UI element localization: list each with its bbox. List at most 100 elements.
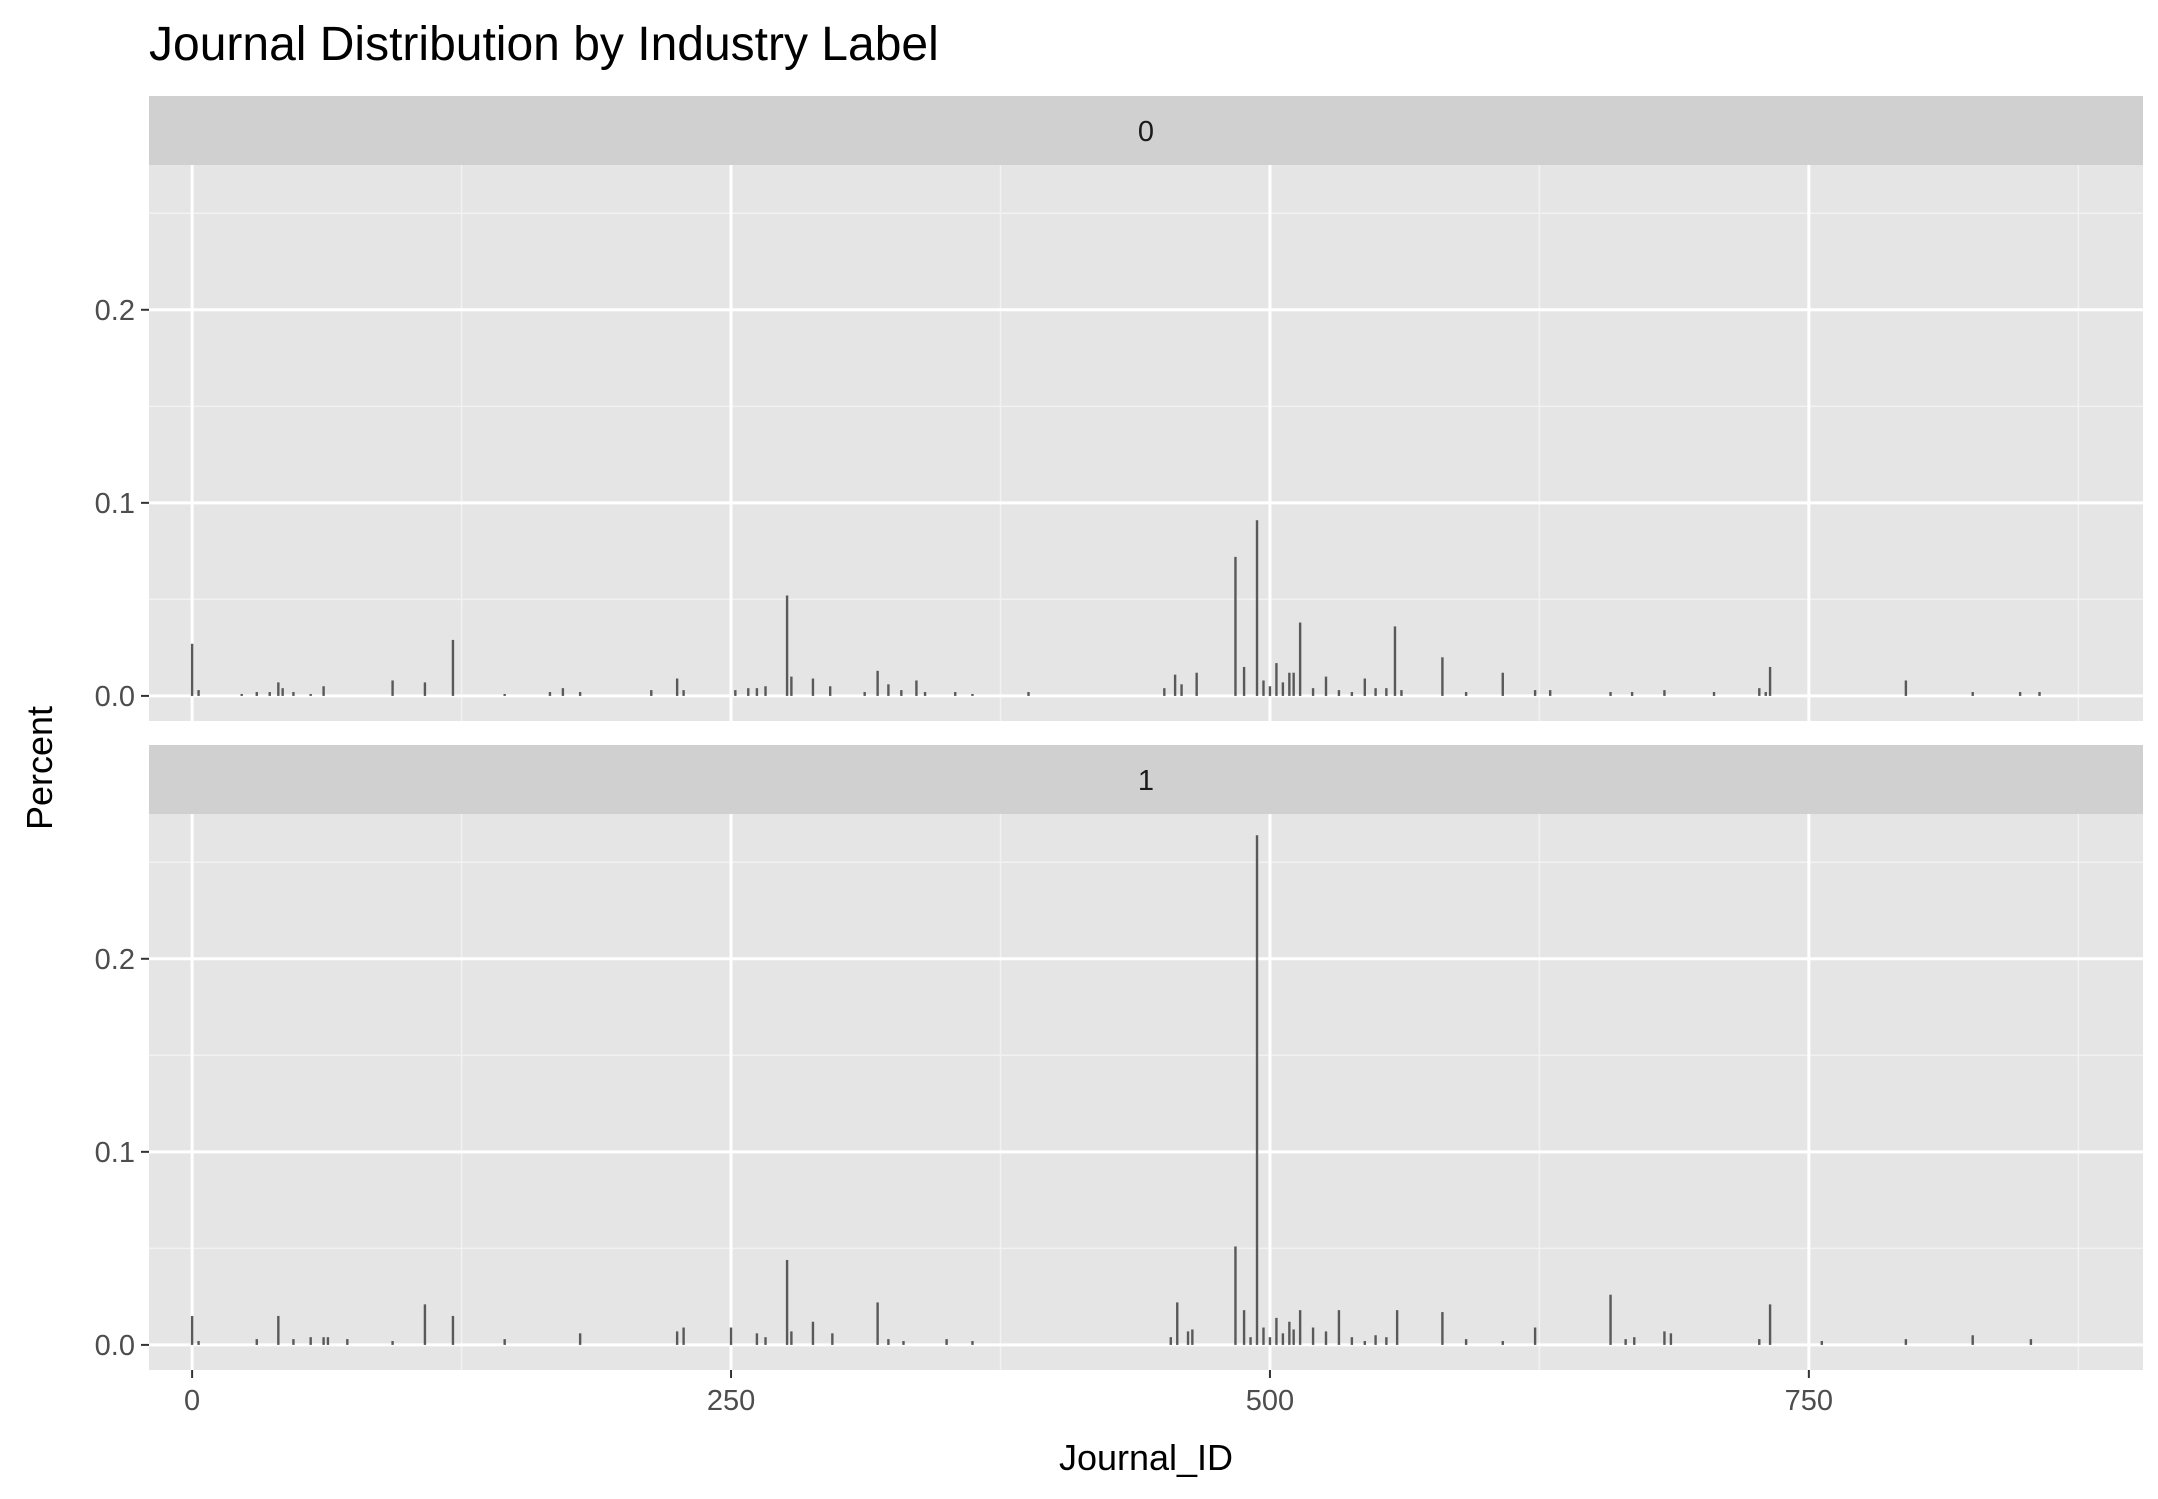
bar-facet0-journal-683	[1663, 690, 1666, 696]
bar-facet1-journal-180	[578, 1333, 582, 1345]
bar-facet1-journal-853	[2029, 1339, 2033, 1345]
bar-facet0-journal-121	[451, 639, 455, 696]
bar-facet0-journal-544	[1363, 678, 1367, 696]
facet-strip-0	[149, 96, 2143, 165]
bar-facet1-journal-350	[945, 1339, 948, 1345]
bar-facet0-journal-329	[900, 690, 903, 696]
bar-facet0-journal-36	[268, 692, 271, 696]
bar-facet1-journal-93	[391, 1341, 394, 1345]
facet-strip-1	[149, 745, 2143, 814]
bar-facet1-journal-559	[1395, 1310, 1399, 1345]
bar-facet0-journal-3	[197, 690, 200, 696]
y-tick-label: 0.0	[95, 1330, 135, 1362]
bar-facet0-journal-262	[755, 688, 759, 696]
bar-facet0-journal-857	[2038, 692, 2041, 696]
bar-facet0-journal-488	[1242, 666, 1246, 696]
bar-facet0-journal-500	[1268, 686, 1272, 696]
bar-facet0-journal-730	[1764, 692, 1767, 696]
bar-facet0-journal-706	[1712, 692, 1716, 696]
bar-facet0-journal-340	[923, 692, 927, 696]
bar-facet1-journal-454	[1169, 1337, 1172, 1345]
bar-facet1-journal-40	[277, 1315, 280, 1345]
bar-facet0-journal-323	[887, 684, 890, 696]
x-tick-label: 500	[1246, 1385, 1294, 1417]
bar-facet0-journal-0	[190, 643, 194, 696]
gridlines-0	[149, 165, 2143, 721]
bar-facet0-journal-451	[1163, 688, 1166, 696]
bars-1	[190, 835, 2033, 1345]
bar-facet1-journal-266	[764, 1337, 767, 1345]
bar-facet1-journal-276	[785, 1259, 789, 1345]
bar-facet0-journal-362	[971, 693, 974, 696]
facet-strip-label-1: 1	[1138, 765, 1154, 797]
facet-strip-label-0: 0	[1138, 116, 1154, 148]
bar-facet0-journal-296	[828, 686, 832, 696]
bar-facet1-journal-318	[876, 1302, 879, 1345]
bar-facet0-journal-623	[1533, 690, 1537, 696]
bar-facet1-journal-665	[1624, 1339, 1627, 1345]
bar-facet0-journal-795	[1904, 680, 1908, 696]
bar-facet0-journal-93	[391, 680, 394, 696]
bar-facet0-journal-252	[734, 690, 737, 696]
chart-title: Journal Distribution by Industry Label	[149, 18, 939, 71]
bar-facet0-journal-538	[1350, 692, 1354, 696]
bar-facet1-journal-362	[971, 1341, 974, 1345]
bar-facet1-journal-497	[1262, 1327, 1265, 1345]
panel-background-0	[149, 165, 2143, 721]
bar-facet1-journal-72	[346, 1339, 349, 1345]
bar-facet1-journal-262	[755, 1333, 759, 1345]
bar-facet1-journal-297	[831, 1333, 834, 1345]
bar-facet1-journal-826	[1971, 1335, 1974, 1345]
bar-facet0-journal-336	[915, 680, 918, 696]
bar-facet1-journal-145	[503, 1339, 506, 1345]
bar-facet0-journal-145	[503, 693, 506, 696]
bar-facet1-journal-544	[1363, 1341, 1367, 1345]
bar-facet0-journal-166	[548, 692, 552, 696]
y-tick-label: 0.1	[95, 1137, 135, 1169]
bar-facet0-journal-225	[675, 678, 679, 696]
bar-facet1-journal-795	[1904, 1339, 1908, 1345]
y-axis-title: Percent	[19, 706, 60, 830]
bar-facet1-journal-250	[729, 1327, 733, 1345]
bar-facet1-journal-462	[1186, 1331, 1190, 1345]
bar-facet1-journal-63	[326, 1337, 330, 1345]
bar-facet0-journal-23	[240, 693, 243, 696]
bar-facet0-journal-630	[1548, 690, 1552, 696]
bar-facet1-journal-457	[1176, 1302, 1179, 1345]
bar-facet0-journal-503	[1275, 663, 1278, 696]
bar-facet0-journal-108	[423, 682, 427, 696]
bar-facet1-journal-506	[1281, 1333, 1285, 1345]
bar-facet1-journal-503	[1275, 1317, 1278, 1345]
bar-facet0-journal-727	[1758, 688, 1761, 696]
bar-facet0-journal-180	[578, 692, 582, 696]
bar-facet0-journal-318	[876, 670, 879, 696]
bar-facet0-journal-506	[1281, 682, 1285, 696]
bar-facet1-journal-658	[1609, 1294, 1612, 1345]
bar-facet0-journal-278	[790, 676, 793, 696]
bar-facet1-journal-108	[423, 1304, 427, 1345]
bar-facet1-journal-464	[1191, 1329, 1194, 1345]
bar-facet1-journal-121	[451, 1315, 455, 1345]
y-tick-label: 0.0	[95, 681, 135, 713]
bar-facet0-journal-658	[1609, 692, 1612, 696]
bar-facet1-journal-225	[675, 1331, 679, 1345]
bar-facet0-journal-172	[561, 688, 565, 696]
bar-facet1-journal-756	[1820, 1341, 1824, 1345]
bar-facet1-journal-228	[682, 1327, 685, 1345]
bar-facet1-journal-732	[1768, 1304, 1772, 1345]
x-axis-ticks: 0 250 500 750	[184, 1370, 1833, 1417]
bar-facet1-journal-608	[1501, 1341, 1504, 1345]
x-axis-title: Journal_ID	[1059, 1437, 1233, 1478]
bars-0	[190, 520, 2041, 696]
facet-panel-1: 1 0.0 0.1 0.2	[95, 745, 2143, 1370]
bar-facet1-journal-511	[1292, 1329, 1295, 1345]
bar-facet1-journal-484	[1234, 1246, 1237, 1345]
bar-facet0-journal-608	[1501, 672, 1504, 696]
bar-facet0-journal-456	[1173, 674, 1177, 696]
bar-facet1-journal-514	[1298, 1310, 1302, 1345]
bar-facet0-journal-514	[1298, 622, 1302, 696]
bar-facet0-journal-47	[292, 692, 295, 696]
bar-facet0-journal-561	[1400, 690, 1403, 696]
bar-facet1-journal-591	[1464, 1339, 1468, 1345]
